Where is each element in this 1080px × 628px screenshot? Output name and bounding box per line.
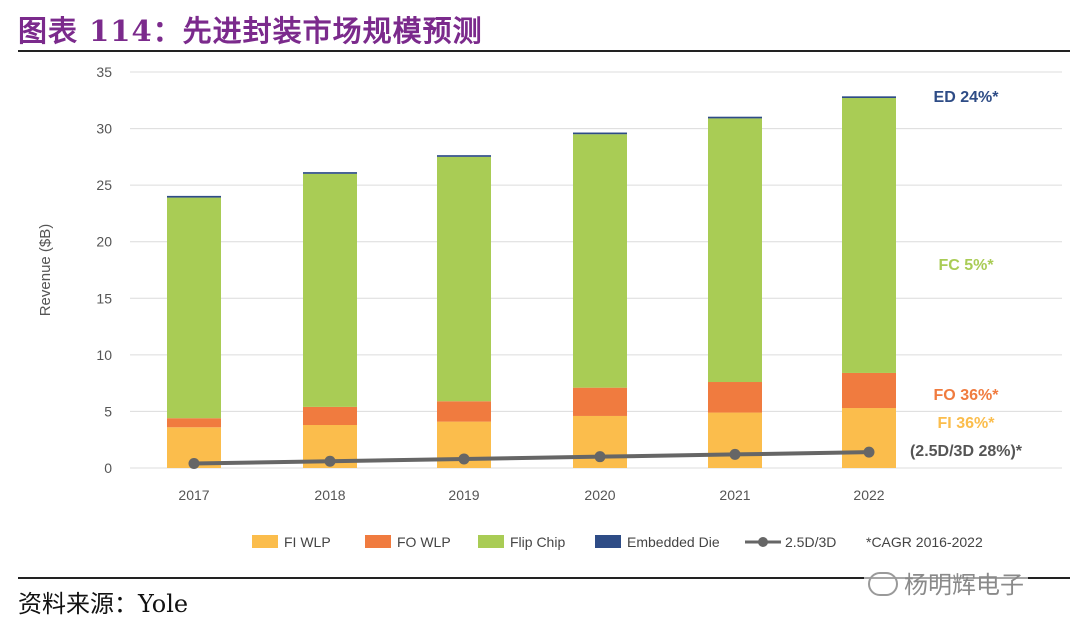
title-divider — [18, 50, 1070, 52]
line-point-2019 — [458, 453, 470, 465]
bar-2021-flip-chip — [708, 118, 762, 383]
y-axis-label: Revenue ($B) — [37, 224, 54, 317]
legend-label-line: 2.5D/3D — [785, 534, 836, 550]
x-tick-2017: 2017 — [178, 487, 209, 503]
y-tick-labels: 0 5 10 15 20 25 30 35 — [96, 64, 112, 476]
y-tick-5: 5 — [104, 403, 112, 419]
x-tick-2021: 2021 — [719, 487, 750, 503]
bar-2017-flip-chip — [167, 197, 221, 419]
bar-2017-embedded-die — [167, 195, 221, 198]
source-note: 资料来源：Yole — [18, 590, 189, 618]
legend-swatch-4 — [595, 535, 621, 548]
legend: FI WLP FO WLP Flip Chip Embedded Die 2.5D/3D… — [252, 534, 983, 550]
bar-2019-fo-wlp — [437, 401, 491, 422]
x-tick-2022: 2022 — [853, 487, 884, 503]
y-tick-25: 25 — [96, 177, 112, 193]
line-point-2017 — [188, 457, 200, 469]
bars — [167, 96, 896, 468]
bar-2022-fi-wlp — [842, 408, 896, 468]
bar-2020-flip-chip — [573, 134, 627, 388]
x-tick-labels: 2017 2018 2019 2020 2021 2022 — [178, 487, 884, 503]
y-tick-35: 35 — [96, 64, 112, 80]
y-tick-10: 10 — [96, 347, 112, 363]
legend-swatch-1 — [252, 535, 278, 548]
bar-2021-fo-wlp — [708, 382, 762, 413]
bar-2021-embedded-die — [708, 116, 762, 119]
bar-2020-embedded-die — [573, 132, 627, 135]
watermark-text: 杨明辉电子 — [904, 571, 1024, 599]
annotation-4: FI 36%* — [938, 415, 996, 432]
legend-label-2: FO WLP — [397, 534, 451, 550]
line-point-2018 — [324, 455, 336, 467]
bar-2018-fo-wlp — [303, 406, 357, 426]
bar-2018-flip-chip — [303, 173, 357, 407]
annotation-5: (2.5D/3D 28%)* — [910, 443, 1023, 460]
legend-label-3: Flip Chip — [510, 534, 565, 550]
wechat-icon — [868, 572, 898, 596]
x-tick-2018: 2018 — [314, 487, 345, 503]
watermark: 杨明辉电子 — [864, 565, 1028, 600]
legend-label-4: Embedded Die — [627, 534, 720, 550]
source-divider — [18, 577, 1070, 579]
gridlines — [130, 71, 1062, 469]
bar-2019-embedded-die — [437, 155, 491, 157]
bar-2022-flip-chip — [842, 98, 896, 373]
line-point-2021 — [729, 448, 741, 460]
y-tick-15: 15 — [96, 290, 112, 306]
line-point-2020 — [594, 451, 606, 463]
y-tick-30: 30 — [96, 121, 112, 137]
annotation-3: FO 36%* — [934, 387, 1000, 404]
line-point-2022 — [863, 446, 875, 458]
y-tick-20: 20 — [96, 234, 112, 250]
line-series — [188, 446, 875, 469]
figure-title: 图表 114：先进封装市场规模预测 — [18, 14, 483, 48]
bar-2019-flip-chip — [437, 156, 491, 402]
line-2.5d-3d — [193, 450, 870, 466]
legend-line-marker — [758, 537, 768, 547]
bar-2020-fo-wlp — [573, 387, 627, 416]
bar-2017-fo-wlp — [167, 418, 221, 428]
annotation-1: ED 24%* — [934, 89, 1000, 106]
legend-swatch-3 — [478, 535, 504, 548]
y-tick-0: 0 — [104, 460, 112, 476]
legend-cagr-note: *CAGR 2016-2022 — [866, 534, 983, 550]
x-tick-2019: 2019 — [448, 487, 479, 503]
annotations: ED 24%* FC 5%* FO 36%* FI 36%* (2.5D/3D 28%)… — [910, 89, 1023, 460]
bar-2022-embedded-die — [842, 96, 896, 99]
x-tick-2020: 2020 — [584, 487, 615, 503]
bar-2022-fo-wlp — [842, 372, 896, 409]
legend-label-1: FI WLP — [284, 534, 331, 550]
annotation-2: FC 5%* — [938, 257, 994, 274]
legend-swatch-2 — [365, 535, 391, 548]
bar-2018-embedded-die — [303, 172, 357, 174]
